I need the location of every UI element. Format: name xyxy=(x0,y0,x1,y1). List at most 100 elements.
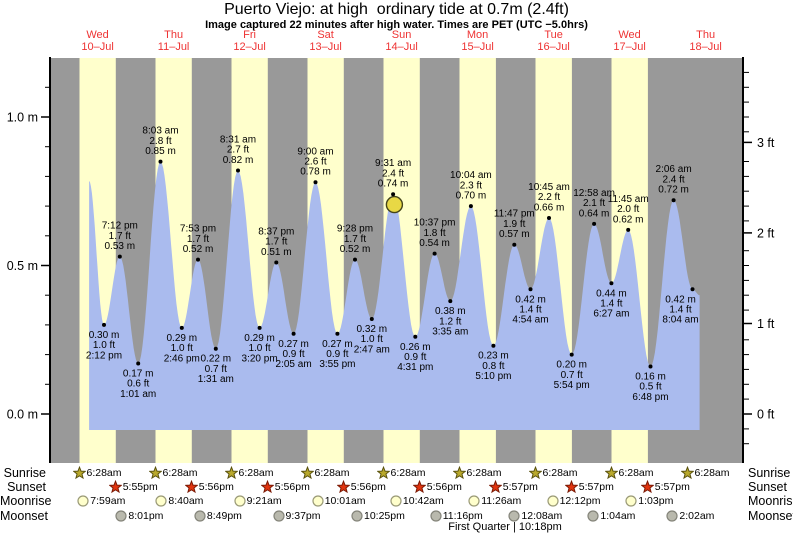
tide-extreme-label: 0.20 m 0.7 ft 5:54 pm xyxy=(554,360,590,391)
left-axis-tick-label: 0.0 m xyxy=(7,408,38,422)
sunset-entry: 5:57pm xyxy=(564,480,614,494)
astro-time: 5:57pm xyxy=(654,481,690,493)
tide-extreme-label: 0.42 m 1.4 ft 8:04 am xyxy=(662,294,698,325)
tide-extreme-dot xyxy=(432,251,437,256)
moonset-entry: 12:08am xyxy=(508,509,562,523)
tide-extreme-dot xyxy=(117,254,122,259)
sunrise-star-icon xyxy=(604,466,618,480)
day-date: 17–Jul xyxy=(613,41,646,53)
tide-extreme-label: 0.44 m 1.4 ft 6:27 am xyxy=(593,288,629,319)
moonrise-circle-icon xyxy=(390,495,402,507)
day-date: 15–Jul xyxy=(461,41,494,53)
moonset-circle-icon xyxy=(194,510,206,522)
astro-time: 5:55pm xyxy=(122,481,158,493)
sunset-star-icon xyxy=(564,480,578,494)
astro-time: 6:28am xyxy=(238,467,274,479)
tide-extreme-label: 0.17 m 0.6 ft 1:01 am xyxy=(120,369,156,400)
moonset-circle-icon xyxy=(430,510,442,522)
sunrise-star-icon xyxy=(224,466,238,480)
moonset-entry: 8:01pm xyxy=(115,509,163,523)
tide-extreme-dot xyxy=(690,287,695,292)
tide-extreme-label: 0.26 m 0.9 ft 4:31 pm xyxy=(397,342,433,373)
moonrise-entry: 10:01am xyxy=(312,494,366,508)
tide-extreme-dot xyxy=(391,192,396,197)
astro-row-label-left: Sunrise xyxy=(3,466,46,480)
day-name: Mon xyxy=(466,29,489,41)
moonset-entry: 2:02am xyxy=(666,509,714,523)
moon-phase-label: First Quarter | 10:18pm xyxy=(448,521,562,533)
moonrise-entry: 8:40am xyxy=(155,494,203,508)
astro-time: 10:25pm xyxy=(364,510,405,522)
day-name: Sun xyxy=(391,29,412,41)
tide-extreme-dot xyxy=(468,204,473,209)
tide-extreme-label: 10:45 am 2.2 ft 0.66 m xyxy=(528,182,570,213)
astro-time: 5:57pm xyxy=(578,481,614,493)
tide-extreme-label: 7:53 pm 1.7 ft 0.52 m xyxy=(180,224,216,255)
day-header: Wed 17–Jul xyxy=(592,29,668,53)
sunrise-star-icon xyxy=(680,466,694,480)
tide-extreme-dot xyxy=(609,281,614,286)
tide-extreme-label: 0.27 m 0.9 ft 2:05 am xyxy=(276,339,312,370)
astro-time: 9:37pm xyxy=(285,510,321,522)
tide-extreme-dot xyxy=(179,325,184,330)
tide-extreme-dot xyxy=(413,334,418,339)
moonset-circle-icon xyxy=(272,510,285,522)
sunset-entry: 5:56pm xyxy=(260,480,310,494)
astro-time: 10:42am xyxy=(402,495,444,507)
day-date: 11–Jul xyxy=(157,41,190,53)
day-name: Sat xyxy=(317,29,334,41)
astro-time: 1:04am xyxy=(600,510,636,522)
moonrise-circle-icon xyxy=(625,495,637,507)
sunrise-entry: 6:28am xyxy=(72,466,122,480)
sunrise-entry: 6:28am xyxy=(376,466,426,480)
astro-row-label-left: Moonset xyxy=(0,509,48,523)
astro-time: 6:28am xyxy=(314,467,350,479)
day-date: 10–Jul xyxy=(81,41,114,53)
day-header: Thu 11–Jul xyxy=(136,29,212,53)
tide-extreme-dot xyxy=(236,168,240,173)
tide-extreme-dot xyxy=(136,361,141,366)
astro-time: 5:56pm xyxy=(350,481,386,493)
sunset-star-icon xyxy=(640,480,654,494)
moonset-entry: 1:04am xyxy=(587,509,635,523)
day-name: Wed xyxy=(86,29,109,41)
sunset-star-icon xyxy=(260,480,274,494)
tide-extreme-label: 0.38 m 1.2 ft 3:35 am xyxy=(432,306,468,337)
tide-extreme-dot xyxy=(512,242,517,247)
sunrise-entry: 6:28am xyxy=(680,466,730,480)
tide-extreme-label: 10:37 pm 1.8 ft 0.54 m xyxy=(414,218,456,249)
tide-extreme-dot xyxy=(158,159,163,164)
astro-time: 11:16pm xyxy=(442,510,483,522)
right-axis-tick-label: 1 ft xyxy=(757,317,775,331)
sunrise-entry: 6:28am xyxy=(528,466,578,480)
tide-extreme-label: 0.29 m 1.0 ft 3:20 pm xyxy=(242,333,278,364)
right-axis-tick-label: 3 ft xyxy=(757,136,775,150)
tide-extreme-dot xyxy=(671,198,676,203)
tide-extreme-label: 0.23 m 0.8 ft 5:10 pm xyxy=(475,351,511,382)
chart-subtitle: Image captured 22 minutes after high wat… xyxy=(205,19,588,31)
tide-extreme-label: 9:31 am 2.4 ft 0.74 m xyxy=(375,158,411,189)
sunrise-star-icon xyxy=(376,466,390,480)
astro-time: 6:28am xyxy=(86,467,122,479)
moonrise-circle-icon xyxy=(155,495,167,507)
moonset-circle-icon xyxy=(508,510,520,522)
tide-extreme-dot xyxy=(569,352,574,357)
astro-time: 6:28am xyxy=(390,467,426,479)
sunset-entry: 5:56pm xyxy=(336,480,386,494)
day-name: Thu xyxy=(164,29,184,41)
moonrise-entry: 11:26am xyxy=(468,494,521,508)
astro-time: 6:28am xyxy=(542,467,578,479)
astro-time: 7:59am xyxy=(90,495,126,507)
astro-time: 11:26am xyxy=(481,495,522,507)
sunset-star-icon xyxy=(108,480,122,494)
day-date: 13–Jul xyxy=(309,41,342,53)
day-header: Wed 10–Jul xyxy=(60,29,136,53)
tide-extreme-dot xyxy=(491,343,496,348)
sunrise-entry: 6:28am xyxy=(300,466,350,480)
sunset-entry: 5:56pm xyxy=(184,480,234,494)
day-date: 12–Jul xyxy=(233,41,266,53)
tide-extreme-dot xyxy=(592,221,597,226)
sunset-entry: 5:56pm xyxy=(412,480,462,494)
sunset-star-icon xyxy=(184,480,198,494)
moonset-entry: 8:49pm xyxy=(194,509,242,523)
